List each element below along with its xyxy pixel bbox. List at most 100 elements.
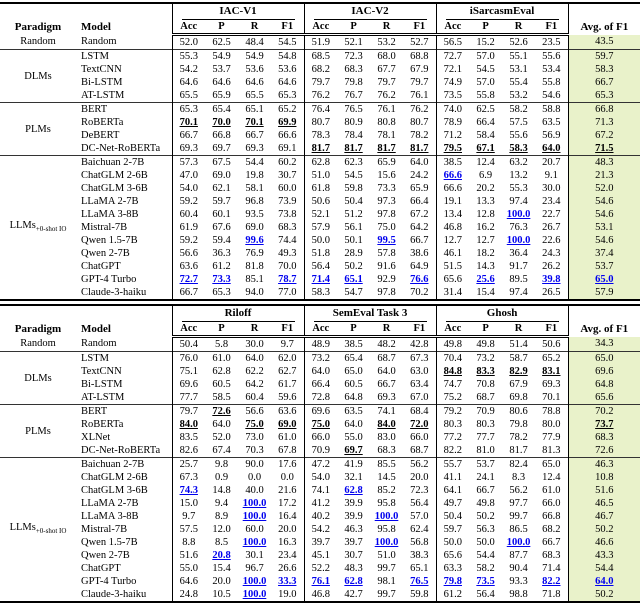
- table-row: TextCNN 54.2 53.7 53.6 53.6 68.2 68.3 67.7 67.9 7…: [0, 63, 640, 76]
- score-cell: 59.7: [212, 196, 231, 207]
- score-cell: 96.8: [245, 196, 264, 207]
- score-cell: 81.7: [303, 142, 338, 156]
- results-table-iac: Paradigm Model IAC-V1 IAC-V2 iSarcasmEval Avg…: [0, 2, 640, 301]
- score-cell: 50.4: [435, 510, 470, 523]
- avg-f1-cell: 67.2: [567, 129, 640, 142]
- score-cell: 52.1: [344, 37, 363, 48]
- score-cell: 65.4: [337, 351, 371, 365]
- avg-f1-cell: 71.5: [567, 142, 640, 156]
- score-cell: 55.3: [171, 49, 205, 63]
- score-cell: 66.8: [212, 130, 231, 141]
- score-cell: 19.0: [278, 589, 297, 600]
- model-name: Claude-3-haiku: [81, 589, 147, 600]
- score-cell: 57.0: [410, 511, 429, 522]
- score-cell: 70.1: [542, 392, 561, 403]
- score-cell: 79.8: [344, 77, 363, 88]
- model-name: BERT: [76, 102, 172, 116]
- score-cell: 65.3: [212, 287, 231, 298]
- metric-header-r: R: [502, 322, 536, 338]
- score-cell: 59.8: [344, 183, 363, 194]
- score-cell: 54.2: [171, 63, 205, 76]
- score-cell: 65.6: [435, 273, 470, 286]
- score-cell: 69.7: [344, 445, 363, 456]
- score-cell: 22.6: [542, 235, 561, 246]
- score-cell: 20.7: [535, 155, 569, 169]
- score-cell: 61.0: [278, 432, 297, 443]
- avg-f1-cell: 51.6: [567, 484, 640, 497]
- table-row: Bi-LSTM 69.6 60.5 64.2 61.7 66.4 60.5 66.7 63.4 7…: [0, 378, 640, 391]
- score-cell: 53.2: [509, 90, 528, 101]
- score-cell: 73.8: [278, 209, 297, 220]
- score-cell: 93.5: [245, 209, 264, 220]
- score-cell: 97.3: [377, 196, 396, 207]
- score-cell: 39.7: [303, 536, 338, 549]
- score-cell: 62.5: [469, 102, 503, 116]
- score-cell: 65.5: [245, 90, 264, 101]
- score-cell: 73.0: [245, 432, 264, 443]
- score-cell: 64.2: [245, 379, 264, 390]
- score-cell: 100.0: [506, 235, 531, 246]
- score-cell: 54.0: [303, 471, 338, 484]
- score-cell: 56.8: [410, 537, 429, 548]
- score-cell: 61.0: [205, 351, 238, 365]
- score-cell: 51.6: [171, 549, 205, 562]
- score-cell: 68.0: [370, 49, 404, 63]
- score-cell: 87.7: [509, 550, 528, 561]
- score-cell: 22.7: [542, 209, 561, 220]
- score-cell: 80.7: [410, 117, 429, 128]
- header-row-datasets: Paradigm Model IAC-V1 IAC-V2 iSarcasmEval Avg…: [0, 3, 640, 35]
- table-row: ChatGLM 2-6B 47.0 69.0 19.8 30.7 51.0 54.5 15.6…: [0, 169, 640, 182]
- score-cell: 55.6: [509, 130, 528, 141]
- score-cell: 65.0: [535, 457, 569, 471]
- score-cell: 68.7: [410, 445, 429, 456]
- table-row: PLMs BERT 79.7 72.6 56.6 63.6 69.6 63.5 74.1 68.4…: [0, 404, 640, 458]
- score-cell: 38.6: [410, 248, 429, 259]
- score-cell: 70.4: [435, 351, 470, 365]
- paradigm-label: PLMs: [0, 404, 76, 458]
- header-row-metrics: Acc P R F1 Acc P R F1 Acc P R F1: [0, 20, 640, 36]
- score-cell: 15.4: [476, 287, 495, 298]
- score-cell: 72.7: [435, 49, 470, 63]
- score-cell: 57.0: [476, 77, 495, 88]
- score-cell: 65.6: [435, 549, 470, 562]
- table-row: LLaMA 2-7B 59.2 59.7 96.8 73.9 50.6 50.4 97.3 66…: [0, 195, 640, 208]
- score-cell: 12.4: [469, 155, 503, 169]
- score-cell: 51.8: [303, 247, 338, 260]
- score-cell: 97.8: [377, 209, 396, 220]
- paradigm-subscript: +0-shot IO: [35, 527, 67, 536]
- score-cell: 50.2: [344, 261, 363, 272]
- score-cell: 69.8: [509, 392, 528, 403]
- model-name: XLNet: [81, 432, 111, 443]
- score-cell: 38.3: [410, 550, 429, 561]
- paradigm-name: Random: [20, 36, 56, 48]
- score-cell: 38.5: [435, 155, 470, 169]
- score-cell: 68.5: [303, 49, 338, 63]
- score-cell: 90.0: [238, 457, 271, 471]
- score-cell: 69.9: [278, 117, 297, 128]
- score-cell: 75.1: [171, 365, 205, 378]
- score-cell: 64.0: [403, 155, 437, 169]
- score-cell: 68.3: [377, 445, 396, 456]
- score-cell: 63.2: [502, 155, 536, 169]
- score-cell: 97.4: [509, 287, 528, 298]
- score-cell: 71.4: [303, 273, 338, 286]
- dataset-header-label: Ghosh: [445, 306, 559, 322]
- score-cell: 5.8: [214, 339, 229, 350]
- score-cell: 66.4: [476, 117, 495, 128]
- score-cell: 73.3: [212, 274, 231, 285]
- score-cell: 60.5: [212, 379, 231, 390]
- model-name: LLaMA 3-8B: [81, 511, 139, 522]
- avg-f1-cell: 53.1: [567, 221, 640, 234]
- score-cell: 51.0: [377, 550, 396, 561]
- paradigm-label: LLMs+0-shot IO: [0, 457, 76, 602]
- score-cell: 6.9: [479, 170, 493, 181]
- table-row: Mistral-7B 57.5 12.0 60.0 20.0 54.2 46.3 95.8 62…: [0, 523, 640, 536]
- model-name: ChatGLM 2-6B: [81, 472, 148, 483]
- score-cell: 14.5: [377, 472, 396, 483]
- table-row: LLaMA 3-8B 60.4 60.1 93.5 73.8 52.1 51.2 97.8 67…: [0, 208, 640, 221]
- metric-header-acc: Acc: [171, 322, 205, 338]
- score-cell: 73.2: [469, 351, 503, 365]
- avg-f1-cell: 64.8: [567, 378, 640, 391]
- score-cell: 83.5: [171, 431, 205, 444]
- score-cell: 100.0: [374, 537, 399, 548]
